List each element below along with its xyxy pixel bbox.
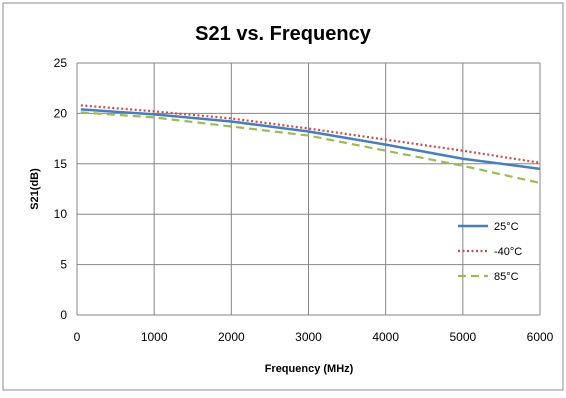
- y-tick-label: 15: [54, 157, 68, 171]
- x-tick-label: 2000: [218, 330, 245, 344]
- y-tick-label: 25: [54, 56, 68, 70]
- y-tick-label: 10: [54, 207, 68, 221]
- chart-title: S21 vs. Frequency: [195, 23, 372, 45]
- series-line-0: [80, 108, 541, 171]
- y-tick-label: 20: [54, 106, 68, 120]
- x-tick-label: 0: [74, 330, 81, 344]
- x-tick-label: 6000: [527, 330, 554, 344]
- gridlines: [76, 62, 541, 316]
- legend-label-2: 85°C: [494, 271, 519, 283]
- legend-label-1: -40°C: [494, 246, 522, 258]
- x-tick-label: 4000: [372, 330, 399, 344]
- series-lines: [80, 104, 541, 185]
- legend: 25°C -40°C 85°C: [458, 221, 522, 283]
- series-line-2: [80, 111, 541, 185]
- y-tick-label: 5: [60, 258, 67, 272]
- legend-label-0: 25°C: [494, 221, 519, 233]
- x-tick-label: 3000: [295, 330, 322, 344]
- series-line-1: [80, 104, 541, 164]
- x-axis-title: Frequency (MHz): [265, 363, 354, 375]
- chart-border: [2, 2, 564, 391]
- axes: [76, 63, 540, 316]
- y-axis-title: S21(dB): [29, 168, 41, 210]
- y-tick-label: 0: [60, 308, 67, 322]
- x-tick-label: 1000: [141, 330, 168, 344]
- x-tick-label: 5000: [449, 330, 476, 344]
- tick-labels: 0 5 10 15 20 25 0 1000 2000 3000 4000 5000 6000: [54, 56, 554, 344]
